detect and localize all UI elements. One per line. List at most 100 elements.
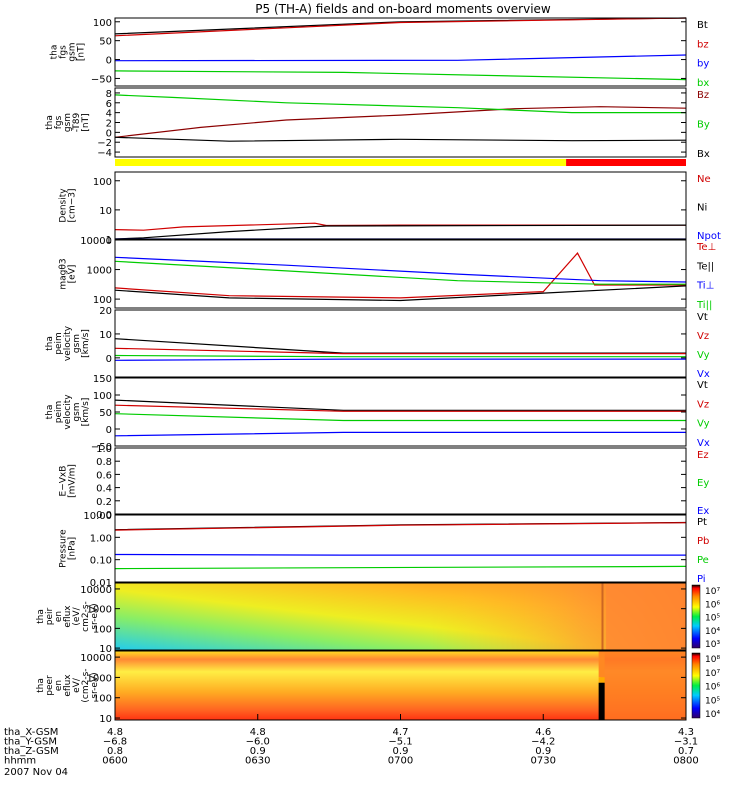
legend-label-Ni: Ni <box>697 203 707 214</box>
y-axis-label: tha <box>36 678 46 693</box>
y-tick-label: 10 <box>99 330 112 341</box>
y-axis-label: velocity <box>63 325 73 361</box>
y-tick-label: 1000 <box>87 605 112 616</box>
heatmap-band <box>606 583 686 650</box>
y-tick-label: 8 <box>106 89 112 100</box>
legend-label-Vy: Vy <box>697 350 710 361</box>
y-tick-label: 0 <box>106 425 112 436</box>
series-line-Bx <box>114 136 687 142</box>
x-axis-table: tha_X-GSMtha_Y-GSMtha_Z-GSMhhmm4.8−6.80.… <box>4 714 699 767</box>
series-line-Te⊥ <box>114 252 686 299</box>
legend-label-Vx: Vx <box>697 369 710 380</box>
y-axis-label: -T89 <box>72 113 82 133</box>
y-tick-label: 10 <box>99 714 112 725</box>
legend-label-Bx: Bx <box>697 149 710 160</box>
y-axis-label: magθ3 <box>59 258 69 289</box>
colorbar-tick-label: 10⁶ <box>705 600 720 610</box>
series-line-Ti⊥ <box>114 256 687 283</box>
x-tick-label: 0.9 <box>535 746 551 757</box>
legend-label-Pe: Pe <box>697 555 709 566</box>
legend-label-Ti⊥: Ti⊥ <box>696 281 714 292</box>
y-tick-label: 0.10 <box>90 556 112 567</box>
x-tick-label: 0730 <box>531 756 556 767</box>
legend-label-Bz: Bz <box>697 90 709 101</box>
legend-label-Te⊥: Te⊥ <box>696 242 716 253</box>
y-tick-label: 0.0 <box>96 510 112 521</box>
legend-label-Pt: Pt <box>697 517 707 528</box>
series-line-Vz <box>114 404 686 412</box>
heatmap-background <box>115 651 686 720</box>
y-tick-label: 0 <box>106 128 112 139</box>
colorbar-tick-label: 10⁵ <box>705 696 720 706</box>
y-tick-label: 10.00 <box>83 511 112 522</box>
y-tick-label: −2 <box>97 138 112 149</box>
legend-label-Vz: Vz <box>697 331 709 342</box>
panel-ion_spec: 10⁷ 10⁶ 10⁵ 10⁴ 10³ 10000 1000 100 10 tha peir en ef… <box>36 582 720 655</box>
y-axis-label: en <box>54 680 64 691</box>
legend-label-Vy: Vy <box>697 419 710 430</box>
y-axis-label: Pressure <box>59 529 69 568</box>
x-row-label: tha_Z-GSM <box>4 746 59 757</box>
legend-label-Ez: Ez <box>697 450 709 461</box>
panel-efield: 1.0 0.8 0.6 0.4 0.2 0.0 E−VxB [mV/m] Ez Ey Ex <box>59 444 710 521</box>
panel-fgs: 100 50 0 −50 tha fgs gsm [nT] Bt bz by bx <box>50 17 709 89</box>
series-line-Vz <box>114 347 686 355</box>
mode-bar-segment-fast <box>566 159 686 166</box>
series-line-By <box>114 94 686 114</box>
y-axis-label: [nT] <box>81 113 91 131</box>
series-line-Te|| <box>114 285 687 302</box>
y-tick-label: 0.8 <box>96 457 112 468</box>
y-axis-label: eflux <box>63 674 73 697</box>
y-tick-label: 2 <box>106 119 112 130</box>
y-axis-label: [km/s] <box>81 329 91 358</box>
y-tick-label: 1.00 <box>90 533 112 544</box>
panel-frame <box>114 17 687 87</box>
y-tick-label: 0.6 <box>96 470 112 481</box>
y-tick-label: 1 <box>106 235 112 246</box>
panel-temperature: 10000 1000 100 magθ3 [eV] Te⊥ Te|| Ti⊥ Ti|| <box>59 236 717 311</box>
panel-density: 100 10 1 Density [cm−3] Ne Ni Npot <box>59 171 721 246</box>
x-tick-label: 0700 <box>388 756 413 767</box>
y-tick-label: 20 <box>99 306 112 317</box>
y-axis-label: tha <box>36 609 46 624</box>
y-axis-label: sr-eV) <box>90 672 100 698</box>
y-axis-label: Density <box>59 188 69 223</box>
panel-frame <box>114 309 687 378</box>
series-line-Pi <box>114 553 686 556</box>
x-tick-label: 0800 <box>673 756 698 767</box>
x-tick-label: 4.3 <box>678 727 694 738</box>
y-tick-label: −50 <box>91 74 112 85</box>
y-tick-label: 100 <box>93 18 112 29</box>
y-axis-label: gsm <box>63 113 73 132</box>
y-tick-label: 0.01 <box>90 578 112 589</box>
x-tick-label: 0630 <box>245 756 270 767</box>
y-axis-label: eV/ <box>72 677 82 693</box>
y-axis-label: tha <box>45 336 55 351</box>
y-axis-label: gsm <box>72 334 82 353</box>
panel-velocity_em: 20 10 0 tha peim velocity gsm [km/s] Vt Vz Vy Vx <box>45 306 710 380</box>
series-line-Ni <box>114 224 687 240</box>
y-axis-label: peir <box>45 607 55 625</box>
series-line-Vx <box>114 431 686 437</box>
x-row-label: hhmm <box>4 756 36 767</box>
y-axis-label: (eV/ <box>72 606 82 625</box>
y-axis-label: tha <box>50 45 60 60</box>
series-line-Vt <box>114 338 686 354</box>
y-axis-label: peim <box>54 401 64 424</box>
series-line-Vx <box>114 358 686 361</box>
y-axis-label: [eV] <box>68 265 78 284</box>
date-text: 2007 Nov 04 <box>4 767 68 778</box>
series-line-Pb <box>114 522 687 531</box>
mode-bar <box>115 159 686 166</box>
y-axis-label: [cm−3] <box>68 188 78 222</box>
legend-label-Vt: Vt <box>697 380 708 391</box>
y-tick-label: 6 <box>106 99 112 110</box>
date-label: 2007 Nov 04 <box>4 767 68 778</box>
y-tick-label: 100 <box>93 694 112 705</box>
legend-label-Pi: Pi <box>697 574 706 585</box>
y-axis-label: E−VxB <box>59 466 69 497</box>
y-tick-label: 1000 <box>87 266 112 277</box>
y-tick-label: 0 <box>106 354 112 365</box>
